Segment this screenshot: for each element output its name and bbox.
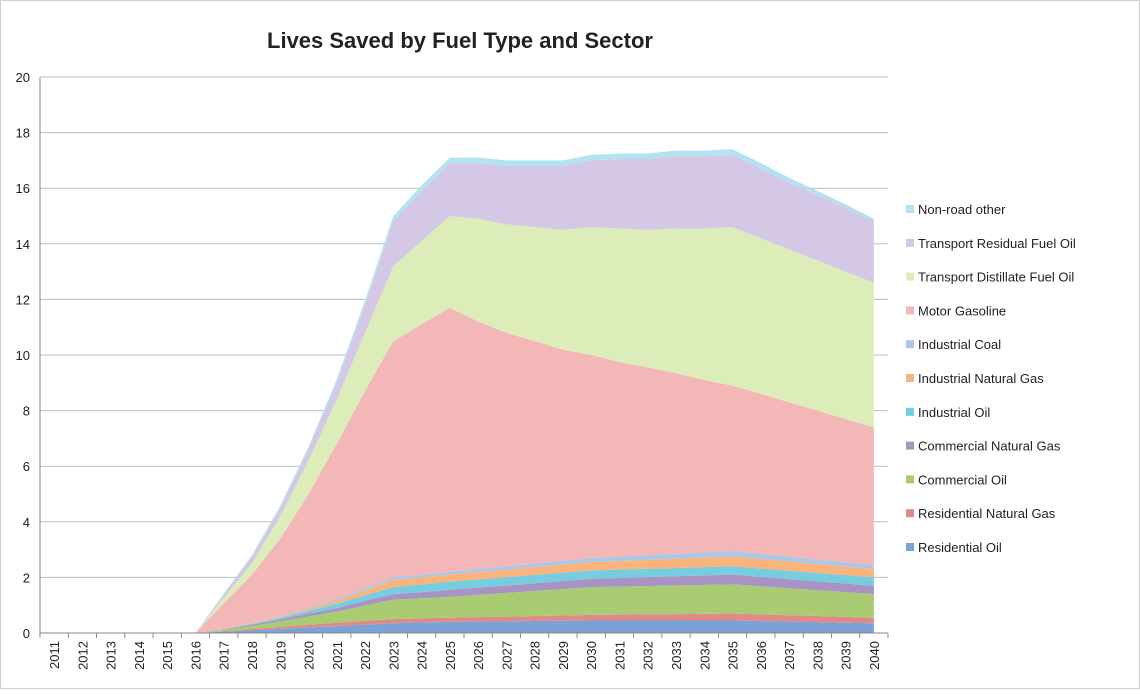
y-tick-label: 8 (23, 404, 30, 419)
x-tick-label: 2018 (245, 641, 260, 670)
area (54, 574, 874, 633)
legend-swatch (906, 374, 914, 382)
x-tick-label: 2014 (132, 641, 147, 670)
legend-swatch (906, 306, 914, 315)
area (54, 620, 874, 633)
legend-swatch (906, 543, 914, 551)
y-tick-label: 16 (16, 181, 30, 196)
x-tick-label: 2026 (471, 641, 486, 670)
legend-swatch (906, 509, 914, 518)
area (54, 566, 874, 633)
x-tick-label: 2025 (443, 641, 458, 670)
x-tick-label: 2040 (867, 641, 882, 670)
y-tick-label: 12 (16, 292, 30, 307)
x-tick-label: 2028 (528, 641, 543, 670)
x-tick-label: 2034 (697, 641, 712, 670)
x-tick-label: 2037 (782, 641, 797, 670)
x-tick-label: 2022 (358, 641, 373, 670)
x-tick-label: 2013 (104, 641, 119, 670)
y-tick-label: 14 (16, 237, 30, 252)
area (54, 584, 874, 633)
x-tick-label: 2035 (726, 641, 741, 670)
y-tick-label: 4 (23, 515, 30, 530)
legend-label: Residential Oil (918, 540, 1002, 555)
legend-label: Industrial Coal (918, 337, 1001, 352)
legend-label: Industrial Natural Gas (918, 371, 1044, 386)
area (54, 307, 874, 633)
legend-label: Motor Gasoline (918, 303, 1006, 318)
x-tick-label: 2021 (330, 641, 345, 670)
legend-swatch (906, 407, 914, 416)
x-tick-label: 2038 (810, 641, 825, 670)
legend-swatch (906, 475, 914, 484)
area (54, 613, 874, 633)
area (54, 556, 874, 633)
legend-label: Commercial Oil (918, 472, 1007, 487)
y-tick-label: 10 (16, 348, 30, 363)
area (54, 154, 874, 633)
x-tick-label: 2017 (217, 641, 232, 670)
area (54, 216, 874, 633)
x-tick-label: 2030 (584, 641, 599, 670)
x-tick-label: 2011 (47, 641, 62, 669)
legend-swatch (906, 441, 914, 450)
legend-label: Residential Natural Gas (918, 506, 1056, 521)
x-tick-label: 2016 (188, 641, 203, 670)
x-tick-label: 2032 (641, 641, 656, 670)
y-tick-label: 0 (23, 626, 30, 641)
area (54, 550, 874, 633)
x-tick-label: 2033 (669, 641, 684, 670)
legend-swatch (906, 205, 914, 213)
y-tick-label: 2 (23, 570, 30, 585)
chart-title: Lives Saved by Fuel Type and Sector (267, 28, 653, 53)
x-tick-label: 2031 (612, 641, 627, 670)
x-tick-label: 2020 (302, 641, 317, 670)
x-tick-label: 2015 (160, 641, 175, 670)
legend-label: Commercial Natural Gas (918, 439, 1061, 454)
x-tick-label: 2039 (839, 641, 854, 670)
y-tick-label: 20 (16, 70, 30, 85)
x-tick-label: 2023 (386, 641, 401, 670)
legend-label: Transport Residual Fuel Oil (918, 236, 1076, 251)
legend-label: Non-road other (918, 202, 1006, 217)
y-tick-label: 18 (16, 126, 30, 141)
legend-label: Industrial Oil (918, 405, 990, 420)
x-tick-label: 2024 (415, 641, 430, 670)
x-tick-label: 2012 (75, 641, 90, 670)
legend-swatch (906, 340, 914, 349)
y-tick-label: 6 (23, 459, 30, 474)
legend-swatch (906, 238, 914, 247)
x-tick-label: 2019 (273, 641, 288, 670)
x-tick-label: 2027 (499, 641, 514, 670)
legend-label: Transport Distillate Fuel Oil (918, 270, 1074, 285)
x-tick-label: 2036 (754, 641, 769, 670)
legend-swatch (906, 272, 914, 281)
x-tick-label: 2029 (556, 641, 571, 670)
